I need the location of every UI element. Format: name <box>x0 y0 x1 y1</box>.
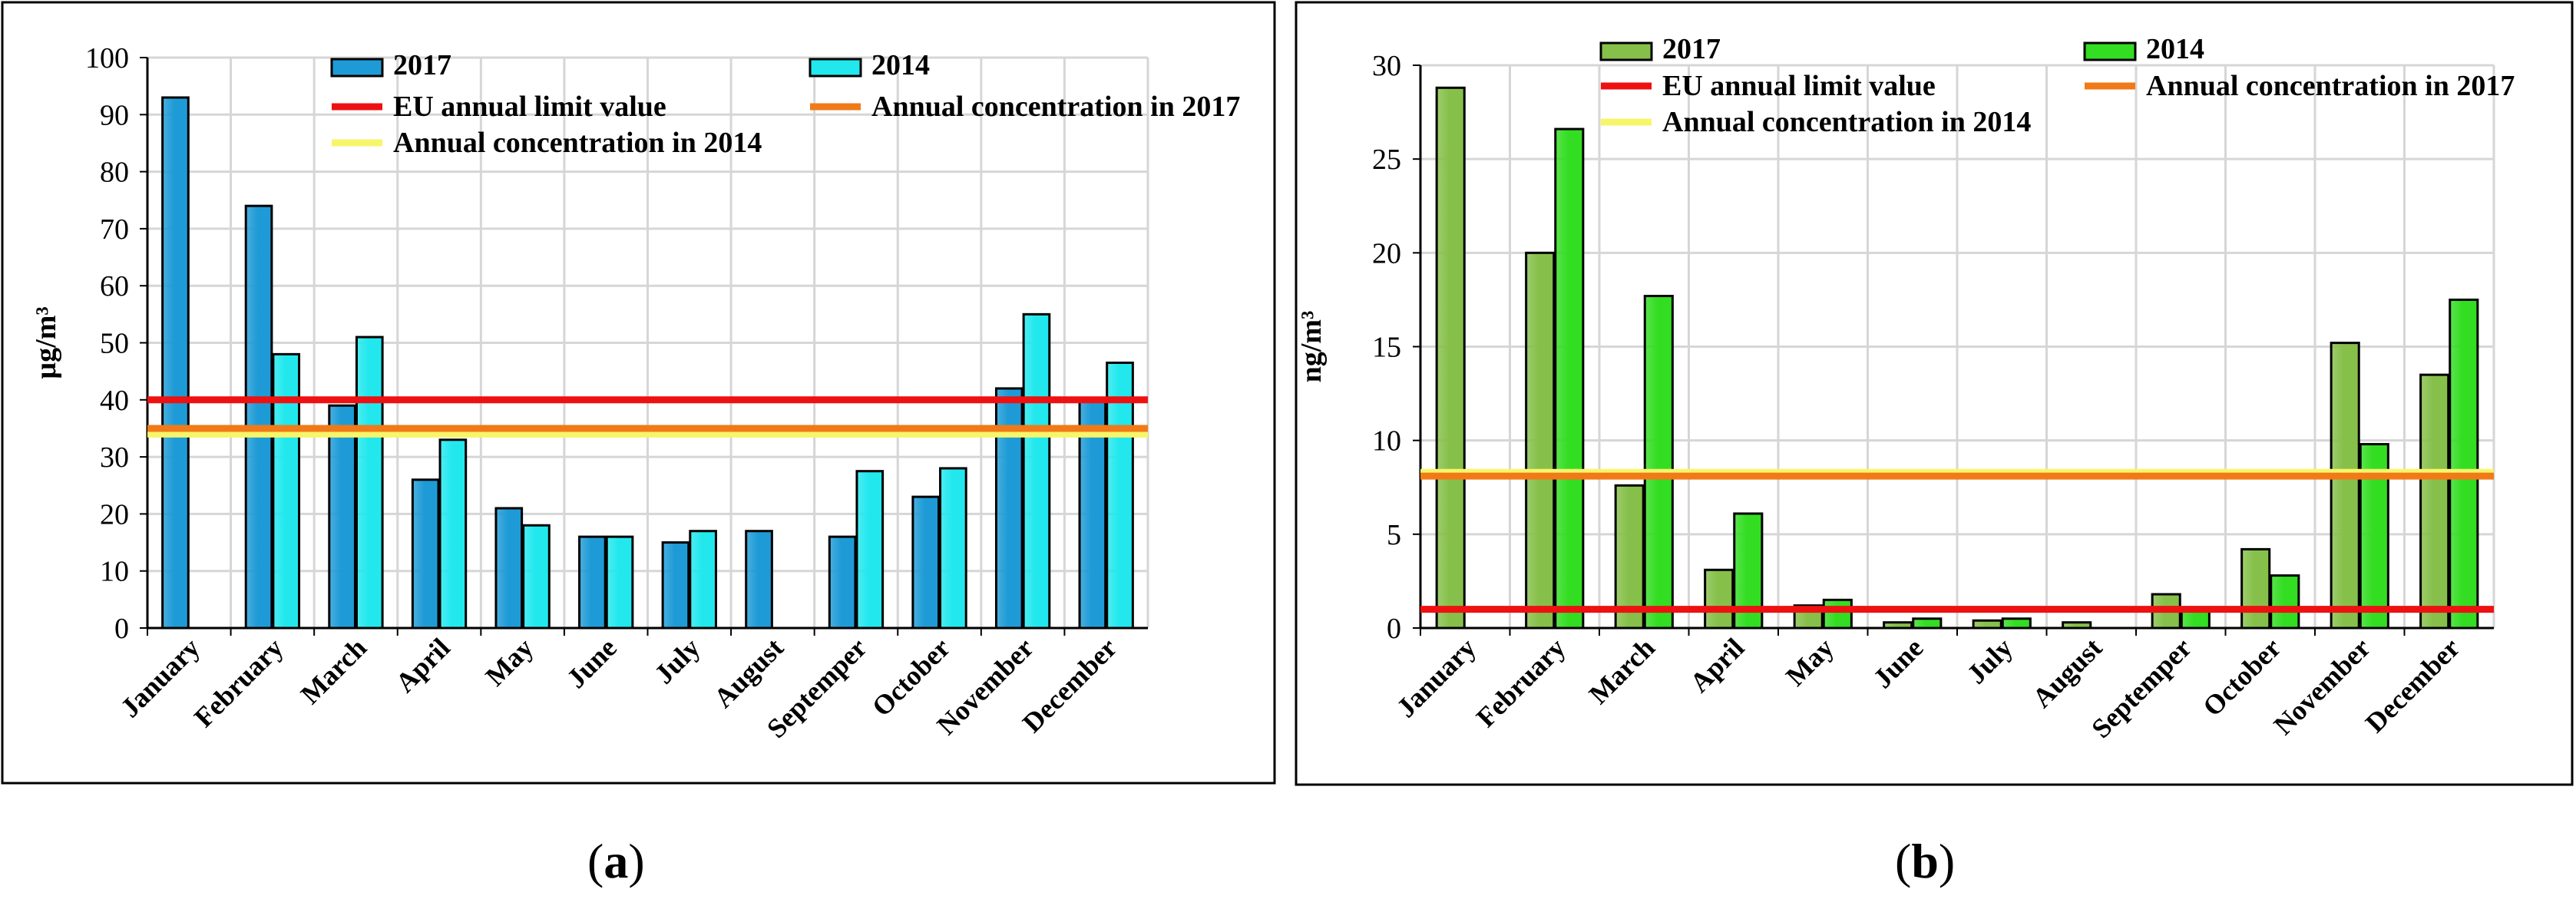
y-tick-label: 20 <box>100 498 129 531</box>
x-tick-label-january: January <box>1391 632 1482 723</box>
y-tick-label: 10 <box>1372 425 1401 458</box>
bar-2017-november <box>994 387 1023 630</box>
y-tick-label: 20 <box>1372 237 1401 269</box>
bar-2017-septemper <box>828 535 857 630</box>
chart-panel-a: 0102030405060708090100µg/m³JanuaryFebrua… <box>1 1 1276 785</box>
bar-2017-march <box>328 404 356 630</box>
bar-2014-december <box>1106 362 1134 630</box>
bar-2017-february <box>244 204 273 630</box>
bar-2014-june <box>1912 617 1943 630</box>
x-tick-label-november: November <box>2268 632 2376 740</box>
bar-2017-december <box>2419 373 2450 630</box>
bar-2014-december <box>2449 298 2479 630</box>
y-tick-label: 5 <box>1387 519 1401 551</box>
x-tick-label-august: August <box>2026 632 2108 713</box>
y-axis-label: ng/m³ <box>1295 311 1328 383</box>
x-tick-label-february: February <box>1470 632 1571 732</box>
bar-2017-november <box>2330 342 2360 630</box>
bar-2014-septemper <box>2180 610 2211 630</box>
x-tick-label-july: July <box>648 632 706 689</box>
y-tick-label: 70 <box>100 213 129 246</box>
caption-a-letter: a <box>603 834 629 888</box>
bar-2014-july <box>689 530 717 630</box>
y-tick-label: 50 <box>100 328 129 360</box>
legend-label-2017: 2017 <box>1662 33 1721 65</box>
x-tick-label-march: March <box>295 632 372 709</box>
legend-label-2017: 2017 <box>393 49 451 81</box>
legend-swatch-2014 <box>2083 41 2137 61</box>
caption-b: (b) <box>1895 834 1956 888</box>
y-tick-label: 30 <box>1372 50 1401 82</box>
y-tick-label: 100 <box>85 42 129 74</box>
bar-2014-april <box>438 438 468 630</box>
y-tick-label: 80 <box>100 157 129 189</box>
y-tick-label: 90 <box>100 99 129 131</box>
bar-2017-may <box>494 507 524 630</box>
legend-label-2014: 2014 <box>2146 33 2204 65</box>
x-tick-label-march: March <box>1583 632 1661 709</box>
bar-2017-october <box>911 495 941 630</box>
bar-2014-june <box>605 535 634 630</box>
y-tick-label: 60 <box>100 270 129 302</box>
chart-frame <box>1 1 1276 785</box>
bar-2017-august <box>745 530 773 630</box>
legend-label-2014: 2014 <box>871 49 930 81</box>
x-tick-label-august: August <box>708 632 789 713</box>
bar-2017-december <box>1078 398 1107 630</box>
legend-swatch-2014 <box>809 58 862 78</box>
chart-frame <box>1295 1 2574 786</box>
bar-2014-septemper <box>855 470 885 630</box>
y-tick-label: 0 <box>114 613 129 645</box>
legend-swatch-2017 <box>1599 41 1653 61</box>
bar-2017-january <box>1435 86 1466 630</box>
y-tick-label: 40 <box>100 385 129 417</box>
legend-label-eu-annual-limit-value: EU annual limit value <box>393 91 666 123</box>
bar-2017-october <box>2240 547 2271 630</box>
bar-2014-may <box>1822 598 1853 630</box>
y-tick-label: 0 <box>1387 613 1401 645</box>
legend-label-annual-concentration-in-2017: Annual concentration in 2017 <box>871 91 1240 123</box>
bar-2017-april <box>411 478 440 630</box>
x-tick-label-april: April <box>1684 632 1750 698</box>
bar-2017-april <box>1704 568 1734 630</box>
legend-label-annual-concentration-in-2014: Annual concentration in 2014 <box>393 127 762 159</box>
legend-label-eu-annual-limit-value: EU annual limit value <box>1662 70 1936 102</box>
bar-2014-march <box>1643 295 1674 630</box>
bar-2014-february <box>272 352 301 630</box>
y-tick-label: 30 <box>100 441 129 474</box>
x-tick-label-april: April <box>389 632 455 698</box>
x-tick-label-june: June <box>561 632 623 694</box>
bar-2017-january <box>161 96 190 630</box>
x-tick-label-december: December <box>2359 632 2466 739</box>
y-axis-label: µg/m³ <box>30 306 62 379</box>
x-tick-label-february: February <box>188 632 289 732</box>
bar-2014-november <box>1022 312 1051 630</box>
bar-2014-october <box>939 467 967 630</box>
x-tick-label-may: May <box>480 632 540 692</box>
bar-2017-february <box>1525 251 1556 630</box>
x-tick-label-october: October <box>2197 632 2287 722</box>
y-tick-label: 10 <box>100 556 129 588</box>
legend-label-annual-concentration-in-2017: Annual concentration in 2017 <box>2146 70 2515 102</box>
x-tick-label-july: July <box>1961 632 2019 689</box>
bar-2014-may <box>522 524 551 630</box>
bar-2014-july <box>2001 617 2032 630</box>
bar-2014-march <box>355 336 384 630</box>
x-tick-label-june: June <box>1867 632 1930 694</box>
bar-2017-june <box>578 535 607 630</box>
caption-b-letter: b <box>1911 834 1939 888</box>
bar-2014-october <box>2270 574 2300 630</box>
legend-swatch-2017 <box>330 58 384 78</box>
legend-label-annual-concentration-in-2014: Annual concentration in 2014 <box>1662 106 2031 138</box>
y-tick-label: 25 <box>1372 144 1401 176</box>
y-tick-label: 15 <box>1372 332 1401 364</box>
bar-2017-july <box>661 541 690 630</box>
x-tick-label-may: May <box>1780 632 1840 692</box>
bar-2014-february <box>1554 127 1585 630</box>
caption-a: (a) <box>587 834 645 888</box>
